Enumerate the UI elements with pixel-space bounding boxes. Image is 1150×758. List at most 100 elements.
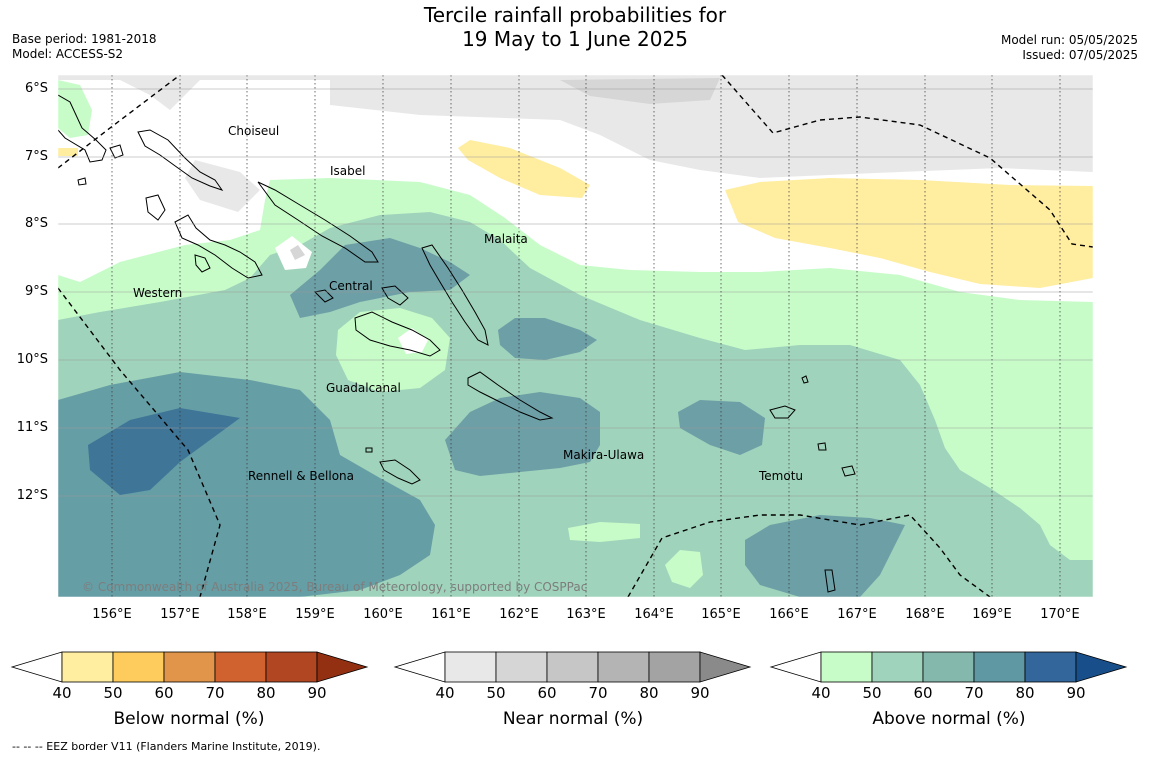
island-bougainville-tip	[58, 94, 107, 163]
lon-label-157e: 157°E	[160, 607, 200, 622]
lon-label-168e: 168°E	[905, 607, 945, 622]
colorbar-above-over	[1075, 651, 1128, 683]
colorbar-near-50-60	[495, 651, 548, 683]
below-tick-80: 80	[256, 684, 276, 702]
region-label-choiseul: Choiseul	[228, 124, 280, 138]
map-canvas	[58, 75, 1093, 597]
near-normal-patch-darker	[560, 78, 720, 104]
region-label-makira-ulawa: Makira-Ulawa	[563, 448, 645, 462]
lon-label-160e: 160°E	[363, 607, 403, 622]
island-outlines	[58, 94, 856, 593]
lon-label-158e: 158°E	[227, 607, 267, 622]
lon-label-163e: 163°E	[566, 607, 606, 622]
island-isabel	[257, 181, 379, 263]
lat-label-7s: 7°S	[24, 149, 48, 164]
above-tick-90: 90	[1066, 684, 1086, 702]
near-tick-40: 40	[435, 684, 455, 702]
map-svg	[58, 75, 1093, 597]
below-normal-patch-central	[458, 140, 590, 198]
colorbar-near	[393, 651, 752, 683]
colorbar-above-80-90	[1024, 651, 1077, 683]
colorbar-above-70-80	[973, 651, 1026, 683]
eez-border-note: -- -- -- EEZ border V11 (Flanders Marine…	[12, 740, 321, 753]
above-tick-80: 80	[1015, 684, 1035, 702]
colorbar-below-50-60	[112, 651, 165, 683]
near-tick-60: 60	[537, 684, 557, 702]
below-tick-90: 90	[307, 684, 327, 702]
lon-label-165e: 165°E	[701, 607, 741, 622]
island-guadalcanal	[354, 311, 441, 357]
lon-label-164e: 164°E	[634, 607, 674, 622]
eez-borders	[58, 75, 1093, 597]
near-tick-70: 70	[588, 684, 608, 702]
above-tick-50: 50	[862, 684, 882, 702]
colorbar-above-60-70	[922, 651, 975, 683]
island-utupua	[817, 442, 827, 451]
below-normal-patch-east	[725, 178, 1093, 288]
colorbar-above-50-60	[871, 651, 924, 683]
region-label-temotu: Temotu	[759, 469, 804, 483]
island-new-georgia	[174, 214, 263, 279]
above-normal-70-80	[88, 408, 240, 495]
above-tick-70: 70	[964, 684, 984, 702]
lon-label-167e: 167°E	[837, 607, 877, 622]
below-normal-patch-west	[58, 148, 78, 156]
island-vella	[145, 194, 166, 221]
near-normal-patch-isabel-inner	[290, 245, 305, 260]
region-label-isabel: Isabel	[330, 164, 366, 178]
lat-label-12s: 12°S	[16, 488, 48, 503]
lat-label-11s: 11°S	[16, 420, 48, 435]
colorbar-near-70-80	[597, 651, 650, 683]
colorbar-above	[769, 651, 1128, 683]
above-normal-60-70-southeast	[745, 515, 905, 597]
island-vanikoro	[841, 465, 856, 477]
colorbar-below-40-50	[61, 651, 114, 683]
island-duff	[801, 375, 809, 384]
below-tick-60: 60	[154, 684, 174, 702]
lat-label-9s: 9°S	[24, 284, 48, 299]
legend-title-near: Near normal (%)	[502, 709, 644, 729]
legend-title-below: Below normal (%)	[113, 709, 265, 729]
island-small-maramasike	[381, 285, 409, 306]
island-choiseul	[137, 129, 224, 191]
colorbar-below-70-80	[214, 651, 267, 683]
region-label-western: Western	[133, 286, 183, 300]
eez-border-north-east	[721, 75, 1093, 248]
near-tick-80: 80	[639, 684, 659, 702]
region-label-guadalcanal: Guadalcanal	[326, 381, 401, 395]
eez-border-png-north	[58, 75, 181, 169]
below-tick-50: 50	[103, 684, 123, 702]
above-normal-60-70-temotu	[678, 400, 765, 455]
copyright-notice: © Commonwealth of Australia 2025, Bureau…	[82, 580, 588, 594]
lat-label-8s: 8°S	[24, 216, 48, 231]
island-santa-cruz	[769, 405, 796, 419]
colorbar-near-over	[699, 651, 752, 683]
colorbar-near-80-90	[648, 651, 701, 683]
island-treasury	[77, 177, 87, 186]
near-normal-patch-chevron	[185, 160, 260, 212]
lon-label-159e: 159°E	[295, 607, 335, 622]
island-central-ngella	[313, 289, 334, 303]
map-title-line2: 19 May to 1 June 2025	[462, 27, 688, 51]
island-malaita	[421, 244, 489, 346]
above-normal-40-50-northwest	[58, 80, 92, 138]
map-title-line1: Tercile rainfall probabilities for	[423, 3, 727, 27]
near-tick-90: 90	[690, 684, 710, 702]
colorbar-near-40-50	[444, 651, 497, 683]
lon-label-170e: 170°E	[1040, 607, 1080, 622]
island-bellona	[365, 447, 373, 453]
above-tick-60: 60	[913, 684, 933, 702]
region-label-rennell-bellona: Rennell & Bellona	[248, 469, 355, 483]
lon-label-169e: 169°E	[972, 607, 1012, 622]
colorbar-above-40-50	[820, 651, 873, 683]
lon-label-166e: 166°E	[769, 607, 809, 622]
above-normal-patch-southeast	[665, 550, 703, 588]
legend-title-above: Above normal (%)	[872, 709, 1026, 729]
colorbar-below-80-90	[265, 651, 318, 683]
below-tick-40: 40	[52, 684, 72, 702]
lat-label-10s: 10°S	[16, 352, 48, 367]
near-tick-50: 50	[486, 684, 506, 702]
region-label-malaita: Malaita	[484, 232, 528, 246]
lon-label-161e: 161°E	[431, 607, 471, 622]
lon-label-162e: 162°E	[499, 607, 539, 622]
